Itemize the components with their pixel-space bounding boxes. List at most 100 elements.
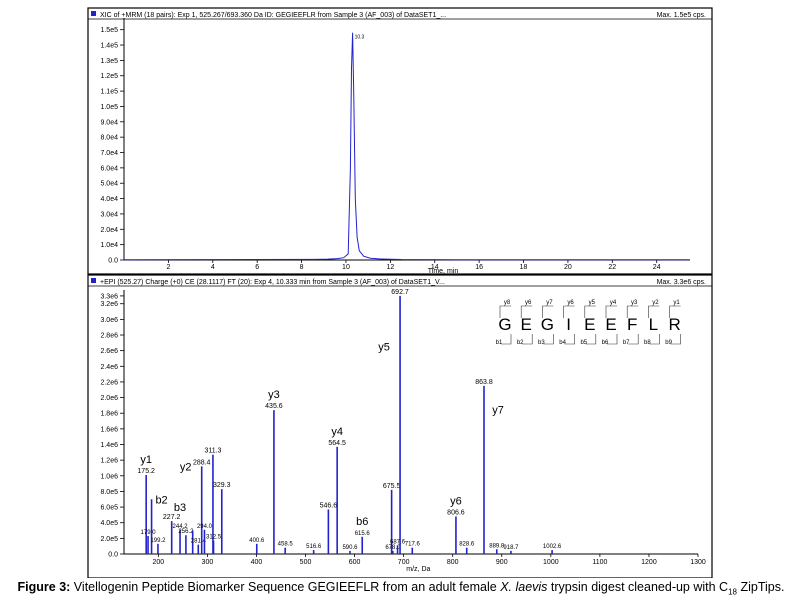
y-tick-label-1: 7.0e4 bbox=[100, 150, 118, 157]
caption-label: Figure 3: bbox=[17, 580, 71, 594]
x-tick-label-1: 24 bbox=[653, 264, 661, 271]
caption-text-after: trypsin digest cleaned-up with C bbox=[547, 580, 729, 594]
peak-label: 806.6 bbox=[447, 509, 465, 516]
y-tick-label-2: 3.0e6 bbox=[100, 317, 118, 324]
y-tick-label-1: 0.0 bbox=[108, 258, 118, 265]
header-max-1: Max. 1.5e5 cps. bbox=[657, 12, 706, 19]
y-tick-label-1: 1.0e4 bbox=[100, 242, 118, 249]
peak-label: 516.6 bbox=[306, 544, 322, 550]
b-ion-label: b4 bbox=[559, 340, 566, 346]
y-tick-label-1: 8.0e4 bbox=[100, 135, 118, 142]
x-tick-label-1: 16 bbox=[475, 264, 483, 271]
y-tick-label-1: 6.0e4 bbox=[100, 165, 118, 172]
caption-text-end: ZipTips. bbox=[737, 580, 785, 594]
peak-label: 546.6 bbox=[320, 502, 338, 509]
peak-label: 435.6 bbox=[265, 403, 283, 410]
b-ion-label: b5 bbox=[580, 340, 587, 346]
b-ion-label: b3 bbox=[538, 340, 545, 346]
b-ion-bracket bbox=[522, 334, 533, 345]
x-tick-label-2: 900 bbox=[496, 559, 508, 566]
header-max-2: Max. 3.3e6 cps. bbox=[657, 279, 706, 286]
sequence-residue: I bbox=[566, 315, 571, 334]
x-tick-label-2: 1100 bbox=[592, 559, 607, 566]
peak-label: 175.2 bbox=[137, 468, 155, 475]
y-ion-label: y7 bbox=[546, 300, 553, 306]
b-ion-label: b1 bbox=[496, 340, 503, 346]
b-ion-label: b7 bbox=[623, 340, 630, 346]
y-ion-bracket bbox=[669, 305, 681, 318]
y-tick-label-2: 8.0e5 bbox=[100, 489, 118, 496]
y-ion-bracket bbox=[499, 305, 511, 318]
y-tick-label-2: 4.0e5 bbox=[100, 520, 118, 527]
ion-label-y3: y3 bbox=[268, 389, 280, 401]
ion-label-b2: b2 bbox=[155, 494, 167, 506]
ion-label-y1: y1 bbox=[140, 454, 152, 466]
y-tick-label-1: 9.0e4 bbox=[100, 119, 118, 126]
peak-label: 678.0 bbox=[385, 545, 401, 551]
sequence-residue: E bbox=[521, 315, 532, 334]
peak-label: 590.6 bbox=[342, 545, 358, 551]
x-tick-label-1: 4 bbox=[211, 264, 215, 271]
y-tick-label-2: 2.0e5 bbox=[100, 536, 118, 543]
x-tick-label-2: 1000 bbox=[543, 559, 559, 566]
b-ion-label: b8 bbox=[644, 340, 651, 346]
peak-label: 615.6 bbox=[355, 531, 371, 537]
sequence-residue: F bbox=[627, 315, 637, 334]
x-tick-label-2: 700 bbox=[398, 559, 410, 566]
peak-label: 329.3 bbox=[213, 482, 231, 489]
xic-trace bbox=[123, 32, 690, 261]
b-ion-bracket bbox=[649, 334, 660, 345]
x-tick-label-1: 10 bbox=[342, 264, 350, 271]
peak-label: 889.8 bbox=[489, 543, 505, 549]
sequence-residue: R bbox=[668, 315, 680, 334]
peak-label: 692.7 bbox=[391, 289, 409, 296]
x-tick-label-2: 200 bbox=[152, 559, 164, 566]
x-tick-label-2: 500 bbox=[300, 559, 312, 566]
y-tick-label-2: 1.2e6 bbox=[100, 458, 118, 465]
series-marker-1 bbox=[91, 11, 96, 16]
y-tick-label-1: 1.0e5 bbox=[100, 104, 118, 111]
sequence-residue: L bbox=[649, 315, 658, 334]
ion-label-b3: b3 bbox=[174, 502, 186, 514]
y-tick-label-2: 2.2e6 bbox=[100, 379, 118, 386]
x-tick-label-1: 8 bbox=[300, 264, 304, 271]
x-tick-label-2: 1300 bbox=[690, 559, 706, 566]
y-ion-label: y2 bbox=[652, 300, 659, 306]
x-tick-label-2: 600 bbox=[349, 559, 361, 566]
peak-label: 294.0 bbox=[197, 524, 213, 530]
peak-label: 281.4 bbox=[191, 539, 207, 545]
y-tick-label-2: 3.2e6 bbox=[100, 301, 118, 308]
y-ion-label: y1 bbox=[673, 300, 680, 306]
caption-text-before: Vitellogenin Peptide Biomarker Sequence … bbox=[70, 580, 501, 594]
y-tick-label-2: 1.0e6 bbox=[100, 473, 118, 480]
sequence-residue: G bbox=[498, 315, 511, 334]
x-axis-label-1: Time, min bbox=[428, 268, 459, 275]
y-tick-label-1: 4.0e4 bbox=[100, 196, 118, 203]
peak-label: 675.5 bbox=[383, 483, 401, 490]
ion-label-y4: y4 bbox=[331, 426, 343, 438]
x-tick-label-2: 400 bbox=[251, 559, 263, 566]
peak-label: 256.2 bbox=[178, 529, 194, 535]
y-tick-label-2: 1.8e6 bbox=[100, 411, 118, 418]
chart-area: XIC of +MRM (18 pairs): Exp 1, 525.267/6… bbox=[87, 7, 713, 579]
y-tick-label-1: 1.3e5 bbox=[100, 58, 118, 65]
series-marker-2 bbox=[91, 278, 96, 283]
ion-label-y6: y6 bbox=[450, 495, 462, 507]
peak-label: 863.8 bbox=[475, 379, 493, 386]
x-tick-label-1: 6 bbox=[255, 264, 259, 271]
x-tick-label-1: 20 bbox=[564, 264, 572, 271]
plot-frame-1 bbox=[87, 7, 713, 275]
y-tick-label-2: 2.8e6 bbox=[100, 333, 118, 340]
peak-label: 564.5 bbox=[328, 440, 346, 447]
peak-label: 1002.6 bbox=[543, 544, 562, 550]
sequence-residue: E bbox=[605, 315, 616, 334]
x-tick-label-2: 800 bbox=[447, 559, 459, 566]
b-ion-bracket bbox=[628, 334, 639, 345]
y-tick-label-1: 1.5e5 bbox=[100, 27, 118, 34]
y-tick-label-2: 2.6e6 bbox=[100, 348, 118, 355]
y-ion-bracket bbox=[563, 305, 575, 318]
header-title-2: +EPI (525.27) Charge (+0) CE (28.1117) F… bbox=[100, 279, 445, 286]
b-ion-label: b6 bbox=[602, 340, 609, 346]
figure-caption: Figure 3: Vitellogenin Peptide Biomarker… bbox=[0, 580, 802, 597]
